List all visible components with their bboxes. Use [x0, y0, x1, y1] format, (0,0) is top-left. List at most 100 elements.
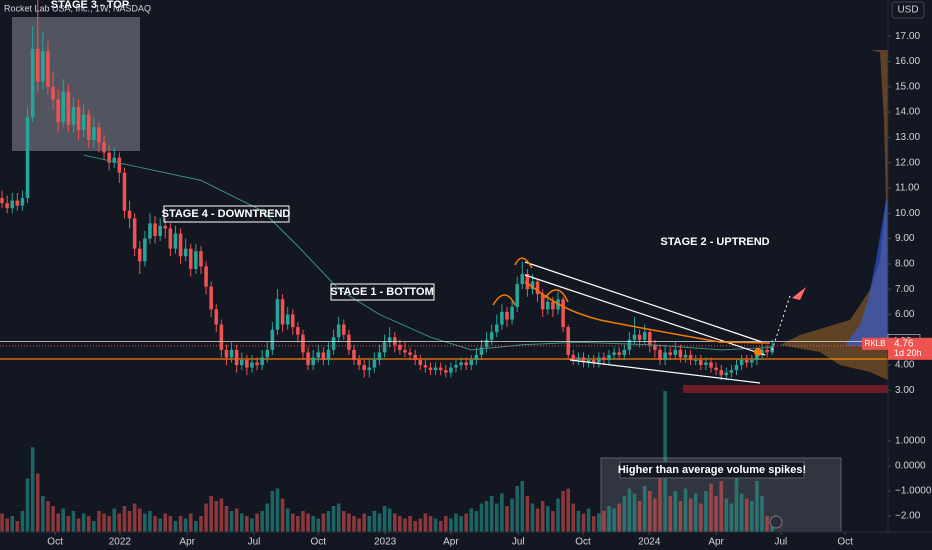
volume-bar — [137, 508, 142, 532]
x-tick-label: Oct — [575, 537, 591, 548]
volume-bar — [148, 511, 152, 532]
volume-bar — [510, 498, 514, 532]
annotation: Higher than average volume spikes! — [618, 464, 806, 476]
x-tick-label: Apr — [179, 537, 195, 548]
volume-bar — [693, 493, 698, 532]
candle-body — [688, 354, 693, 360]
candle-body — [219, 324, 224, 350]
volume-bar — [724, 498, 729, 532]
candle-body — [484, 339, 489, 348]
volume-bar — [122, 506, 127, 532]
volume-bar — [602, 511, 606, 532]
volume-bar — [591, 516, 596, 532]
candle-body — [25, 117, 30, 199]
x-tick-label: Oct — [837, 537, 853, 548]
annotation: STAGE 2 - UPTREND — [660, 236, 769, 248]
candle-body — [500, 311, 504, 325]
candle-body — [372, 359, 377, 368]
volume-bar — [173, 521, 178, 532]
rocket-icon — [792, 287, 806, 300]
candle-body — [280, 299, 285, 325]
volume-bar — [260, 511, 264, 532]
candle-body — [158, 225, 162, 237]
volume-bar — [714, 496, 718, 532]
volume-bar — [102, 513, 106, 532]
volume-bar — [479, 503, 484, 532]
volume-bar — [597, 513, 601, 532]
y-tick-label: 3.00 — [895, 385, 915, 396]
x-tick-label: 2024 — [638, 537, 661, 548]
volume-bar — [183, 518, 188, 532]
candle-body — [311, 357, 315, 366]
volume-bar — [464, 513, 468, 532]
volume-bar — [270, 491, 275, 532]
y-tick-label: 6.00 — [895, 309, 915, 320]
y-tick-label: 16.00 — [895, 56, 920, 67]
x-tick-label: Jul — [512, 537, 525, 548]
candle-body — [30, 48, 35, 118]
volume-bar — [398, 516, 402, 532]
volume-bar — [561, 491, 565, 532]
volume-bar — [347, 513, 351, 532]
candle-body — [505, 311, 509, 320]
volume-bar — [168, 516, 173, 532]
candle-body — [551, 301, 555, 310]
volume-bar — [81, 513, 86, 532]
y-tick-label: 8.00 — [895, 258, 915, 269]
volume-bar — [637, 501, 642, 532]
candle-body — [739, 359, 744, 366]
candle-body — [56, 99, 60, 123]
candle-body — [260, 357, 264, 366]
volume-bar — [336, 503, 341, 532]
candle-body — [168, 228, 173, 249]
volume-bar — [15, 521, 20, 532]
candle-body — [5, 203, 9, 209]
volume-bar — [178, 516, 183, 532]
candle-body — [178, 233, 183, 257]
candle-body — [561, 299, 565, 328]
volume-bar — [505, 506, 509, 532]
x-tick-label: Apr — [443, 537, 459, 548]
volume-bar — [403, 518, 407, 532]
volume-bar — [229, 511, 234, 532]
volume-bar — [51, 506, 55, 532]
candle-body — [331, 337, 336, 350]
volume-bar — [331, 506, 336, 532]
candle-body — [20, 198, 25, 206]
volume-bar — [382, 506, 387, 532]
volume-bar — [433, 518, 438, 532]
candle-body — [454, 365, 458, 368]
currency-button[interactable] — [891, 1, 925, 19]
candle-body — [387, 337, 392, 343]
candle-body — [714, 367, 718, 371]
volume-bar — [571, 503, 576, 532]
candle-body — [209, 286, 213, 310]
candle-body — [627, 339, 632, 350]
candle-body — [173, 233, 178, 249]
candle-body — [382, 342, 387, 353]
candle-body — [15, 200, 20, 206]
candle-body — [591, 359, 596, 363]
volume-bar — [760, 496, 764, 532]
candle-body — [61, 91, 66, 123]
flash-icon — [769, 515, 783, 529]
volume-bar — [484, 501, 489, 532]
candle-body — [392, 337, 397, 345]
volume-bar — [367, 516, 372, 532]
candle-body — [132, 218, 137, 249]
volume-bar — [449, 518, 453, 532]
volume-bar — [551, 511, 555, 532]
candle-body — [469, 359, 474, 366]
candle-body — [194, 251, 198, 269]
volume-bar — [117, 513, 122, 532]
volume-bar — [770, 523, 775, 532]
candle-body — [102, 142, 106, 153]
volume-bar — [234, 508, 239, 532]
candle-body — [153, 223, 157, 237]
y-tick-label: 17.00 — [895, 31, 920, 42]
currency[interactable]: USD — [897, 5, 918, 16]
volume-bar — [535, 508, 540, 532]
candle-body — [148, 223, 152, 239]
candle-body — [648, 332, 652, 345]
annotation-box — [619, 461, 805, 479]
